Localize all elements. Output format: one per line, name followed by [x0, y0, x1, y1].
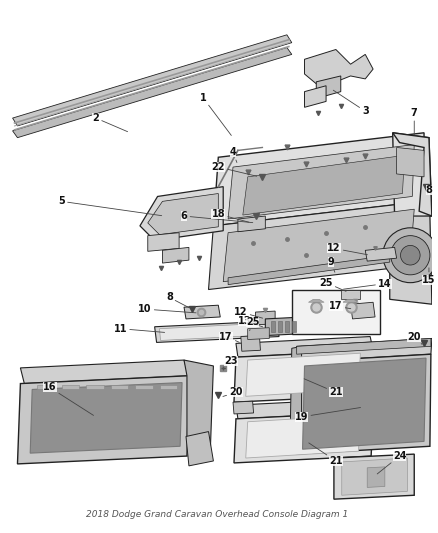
Text: 2018 Dodge Grand Caravan Overhead Console Diagram 1: 2018 Dodge Grand Caravan Overhead Consol… [86, 511, 349, 519]
Text: 22: 22 [212, 162, 257, 176]
Bar [292, 289, 380, 334]
Text: 1: 1 [200, 93, 231, 135]
Text: 25: 25 [246, 317, 259, 330]
Polygon shape [184, 360, 213, 446]
Text: 17: 17 [219, 332, 239, 342]
Text: 9: 9 [328, 257, 335, 272]
Text: 4: 4 [230, 147, 237, 163]
Polygon shape [304, 50, 373, 84]
Polygon shape [148, 193, 218, 235]
Polygon shape [246, 353, 360, 397]
Text: 21: 21 [304, 379, 343, 398]
Polygon shape [37, 384, 55, 390]
Polygon shape [184, 305, 220, 319]
Polygon shape [213, 133, 424, 226]
Circle shape [400, 245, 420, 265]
Polygon shape [393, 133, 432, 219]
Polygon shape [265, 317, 304, 336]
Polygon shape [228, 255, 390, 285]
Polygon shape [393, 133, 432, 216]
Text: 18: 18 [212, 209, 249, 222]
Text: 7: 7 [411, 108, 417, 135]
Polygon shape [186, 432, 213, 466]
Text: 20: 20 [223, 387, 243, 398]
Polygon shape [234, 350, 373, 402]
Polygon shape [223, 209, 414, 281]
Polygon shape [62, 384, 79, 390]
Polygon shape [159, 323, 273, 341]
Text: 10: 10 [138, 304, 196, 314]
Polygon shape [396, 148, 424, 177]
Polygon shape [18, 376, 189, 464]
Polygon shape [135, 384, 153, 390]
Circle shape [383, 228, 438, 282]
Polygon shape [236, 398, 373, 419]
Text: 14: 14 [343, 279, 392, 289]
Polygon shape [297, 338, 431, 354]
Polygon shape [316, 76, 341, 99]
Polygon shape [343, 300, 358, 302]
Text: 5: 5 [58, 196, 162, 216]
Text: 15: 15 [422, 268, 436, 285]
Polygon shape [238, 216, 265, 232]
Polygon shape [13, 47, 292, 138]
Text: 12: 12 [234, 307, 263, 318]
Polygon shape [228, 144, 414, 219]
Polygon shape [234, 412, 373, 463]
Text: 8: 8 [166, 293, 189, 308]
Polygon shape [285, 321, 289, 332]
Polygon shape [271, 321, 275, 332]
Text: 16: 16 [43, 383, 93, 415]
Polygon shape [304, 86, 326, 107]
Text: 21: 21 [309, 443, 343, 466]
Text: 25: 25 [319, 278, 346, 292]
Polygon shape [110, 384, 128, 390]
Polygon shape [278, 321, 282, 332]
Text: 2: 2 [92, 113, 127, 132]
Polygon shape [21, 360, 189, 384]
Polygon shape [290, 346, 302, 453]
Polygon shape [295, 354, 431, 454]
Polygon shape [341, 289, 360, 300]
Polygon shape [30, 383, 182, 453]
Polygon shape [308, 300, 324, 302]
Polygon shape [208, 201, 424, 289]
Polygon shape [292, 321, 296, 332]
Polygon shape [350, 302, 375, 319]
Polygon shape [248, 328, 269, 340]
Polygon shape [236, 336, 373, 357]
Circle shape [391, 236, 430, 275]
Polygon shape [303, 358, 426, 449]
Polygon shape [155, 321, 279, 342]
Polygon shape [255, 311, 275, 325]
Polygon shape [365, 247, 396, 261]
Polygon shape [334, 454, 414, 499]
Polygon shape [243, 155, 404, 215]
Text: 13: 13 [238, 316, 263, 327]
Text: 17: 17 [329, 301, 351, 311]
Polygon shape [390, 216, 432, 304]
Text: 6: 6 [180, 211, 253, 223]
Text: 12: 12 [327, 244, 367, 255]
Text: 19: 19 [295, 408, 360, 422]
Polygon shape [86, 384, 104, 390]
Polygon shape [367, 467, 385, 487]
Polygon shape [246, 415, 360, 458]
Text: 20: 20 [407, 332, 422, 344]
Text: 8: 8 [425, 184, 432, 195]
Polygon shape [241, 336, 261, 351]
Polygon shape [140, 187, 223, 240]
Polygon shape [13, 35, 292, 126]
Text: 24: 24 [377, 451, 406, 474]
Polygon shape [297, 338, 432, 362]
Text: 11: 11 [113, 324, 165, 334]
Text: 23: 23 [224, 356, 238, 369]
Polygon shape [159, 384, 177, 390]
Text: 3: 3 [333, 90, 369, 116]
Polygon shape [233, 401, 254, 414]
Polygon shape [148, 233, 179, 252]
Polygon shape [342, 458, 407, 495]
Polygon shape [162, 247, 189, 263]
